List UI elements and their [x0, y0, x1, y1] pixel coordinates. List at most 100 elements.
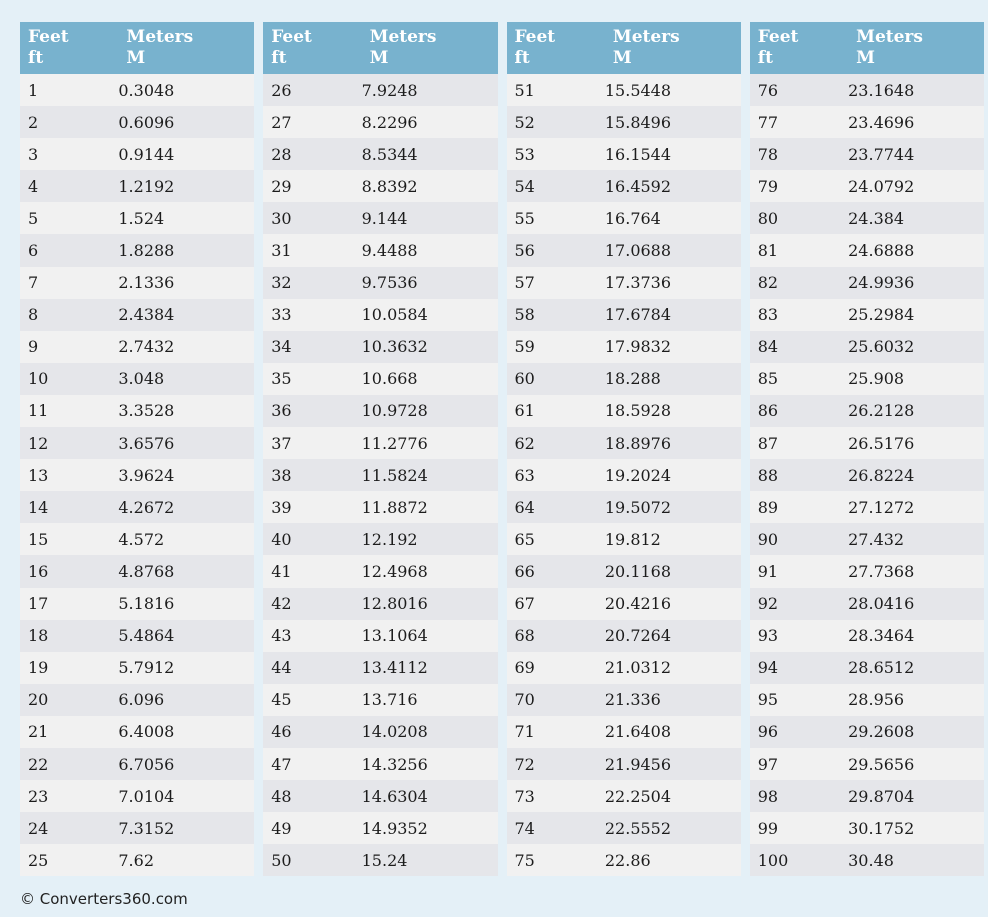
feet-value: 60 — [514, 369, 535, 389]
table-row: 49 14.9352 — [263, 812, 498, 845]
feet-value: 84 — [757, 337, 779, 357]
table-row: 54 16.4592 — [506, 170, 741, 203]
table-row: 75 22.86 — [506, 844, 741, 877]
meters-header-unit: M — [612, 48, 632, 68]
meters-value: 23.7744 — [848, 144, 915, 164]
feet-value: 100 — [757, 850, 789, 870]
feet-value: 21 — [28, 722, 49, 742]
feet-header-label: Feet — [28, 27, 69, 47]
table-row: 69 21.0312 — [506, 651, 741, 684]
meters-value: 18.288 — [604, 369, 661, 389]
table-row: 43 13.1064 — [263, 619, 498, 652]
feet-value: 18 — [28, 626, 49, 646]
table-row: 2 0.6096 — [20, 106, 255, 139]
meters-value: 25.908 — [848, 369, 905, 389]
conversion-table-column: Feet ft Meters M 1 0.3048 2 0.6096 3 0.9… — [20, 22, 255, 877]
feet-header-unit: ft — [757, 48, 773, 68]
table-row: 52 15.8496 — [506, 106, 741, 139]
feet-value: 44 — [271, 658, 292, 678]
meters-value: 15.24 — [361, 850, 408, 870]
meters-value: 13.716 — [361, 690, 418, 710]
meters-header-label: Meters — [612, 27, 680, 47]
table-row: 21 6.4008 — [20, 715, 255, 748]
conversion-table-column: Feet ft Meters M 51 15.5448 52 15.8496 5… — [506, 22, 741, 877]
feet-value: 96 — [757, 722, 779, 742]
table-body: 1 0.3048 2 0.6096 3 0.9144 4 1.2192 5 1.… — [20, 74, 255, 877]
table-row: 93 28.3464 — [749, 619, 984, 652]
feet-value: 20 — [28, 690, 49, 710]
meters-value: 6.7056 — [118, 754, 175, 774]
meters-value: 13.4112 — [361, 658, 428, 678]
feet-value: 45 — [271, 690, 292, 710]
meters-value: 9.144 — [361, 208, 408, 228]
meters-value: 28.0416 — [848, 594, 915, 614]
feet-value: 80 — [757, 208, 779, 228]
feet-value: 36 — [271, 401, 292, 421]
feet-value: 10 — [28, 369, 49, 389]
table-row: 48 14.6304 — [263, 780, 498, 813]
table-row: 66 20.1168 — [506, 555, 741, 588]
meters-header-unit: M — [369, 48, 389, 68]
table-row: 61 18.5928 — [506, 394, 741, 428]
feet-value: 4 — [28, 176, 39, 196]
table-row: 10 3.048 — [20, 362, 255, 395]
meters-value: 23.4696 — [848, 112, 915, 132]
meters-value: 24.6888 — [848, 241, 915, 261]
table-row: 37 11.2776 — [263, 427, 498, 460]
table-row: 79 24.0792 — [749, 170, 984, 203]
meters-header-unit: M — [126, 48, 146, 68]
meters-value: 16.764 — [604, 208, 661, 228]
meters-value: 14.3256 — [361, 754, 428, 774]
feet-value: 32 — [271, 273, 292, 293]
meters-value: 10.9728 — [361, 401, 428, 421]
feet-header-unit: ft — [271, 48, 287, 68]
table-row: 44 13.4112 — [263, 651, 498, 684]
table-row: 23 7.0104 — [20, 780, 255, 813]
table-row: 78 23.7744 — [749, 138, 984, 171]
table-row: 73 22.2504 — [506, 780, 741, 813]
meters-header-label: Meters — [126, 27, 194, 47]
meters-value: 21.6408 — [604, 722, 672, 742]
feet-column-header: Feet ft — [263, 27, 361, 69]
table-header: Feet ft Meters M — [20, 22, 255, 74]
feet-value: 17 — [28, 594, 49, 614]
meters-value: 17.0688 — [604, 241, 672, 261]
feet-value: 11 — [28, 401, 49, 421]
feet-value: 7 — [28, 273, 39, 293]
table-row: 28 8.5344 — [263, 138, 498, 171]
feet-value: 42 — [271, 594, 292, 614]
table-row: 5 1.524 — [20, 202, 255, 235]
table-header: Feet ft Meters M — [506, 22, 741, 74]
meters-value: 7.0104 — [118, 786, 175, 806]
feet-value: 92 — [757, 594, 779, 614]
table-row: 11 3.3528 — [20, 394, 255, 428]
feet-column-header: Feet ft — [507, 27, 605, 69]
feet-value: 16 — [28, 561, 49, 581]
meters-value: 10.3632 — [361, 337, 428, 357]
meters-value: 7.9248 — [361, 80, 418, 100]
feet-value: 29 — [271, 176, 292, 196]
table-row: 97 29.5656 — [749, 747, 984, 781]
meters-value: 24.384 — [848, 208, 905, 228]
feet-value: 57 — [514, 273, 535, 293]
feet-value: 51 — [514, 80, 535, 100]
table-row: 1 0.3048 — [20, 74, 255, 107]
table-row: 27 8.2296 — [263, 106, 498, 139]
table-row: 35 10.668 — [263, 362, 498, 395]
feet-value: 48 — [271, 786, 292, 806]
feet-value: 31 — [271, 241, 292, 261]
table-row: 80 24.384 — [749, 202, 984, 235]
table-row: 68 20.7264 — [506, 619, 741, 652]
meters-value: 22.86 — [604, 850, 651, 870]
table-row: 30 9.144 — [263, 202, 498, 235]
meters-value: 29.5656 — [848, 754, 915, 774]
meters-value: 7.62 — [118, 850, 154, 870]
table-row: 58 17.6784 — [506, 298, 741, 331]
feet-value: 54 — [514, 176, 535, 196]
feet-value: 12 — [28, 433, 49, 453]
feet-value: 58 — [514, 305, 535, 325]
meters-header-label: Meters — [856, 27, 923, 47]
table-row: 34 10.3632 — [263, 330, 498, 363]
feet-column-header: Feet ft — [20, 27, 118, 69]
meters-value: 3.048 — [118, 369, 165, 389]
